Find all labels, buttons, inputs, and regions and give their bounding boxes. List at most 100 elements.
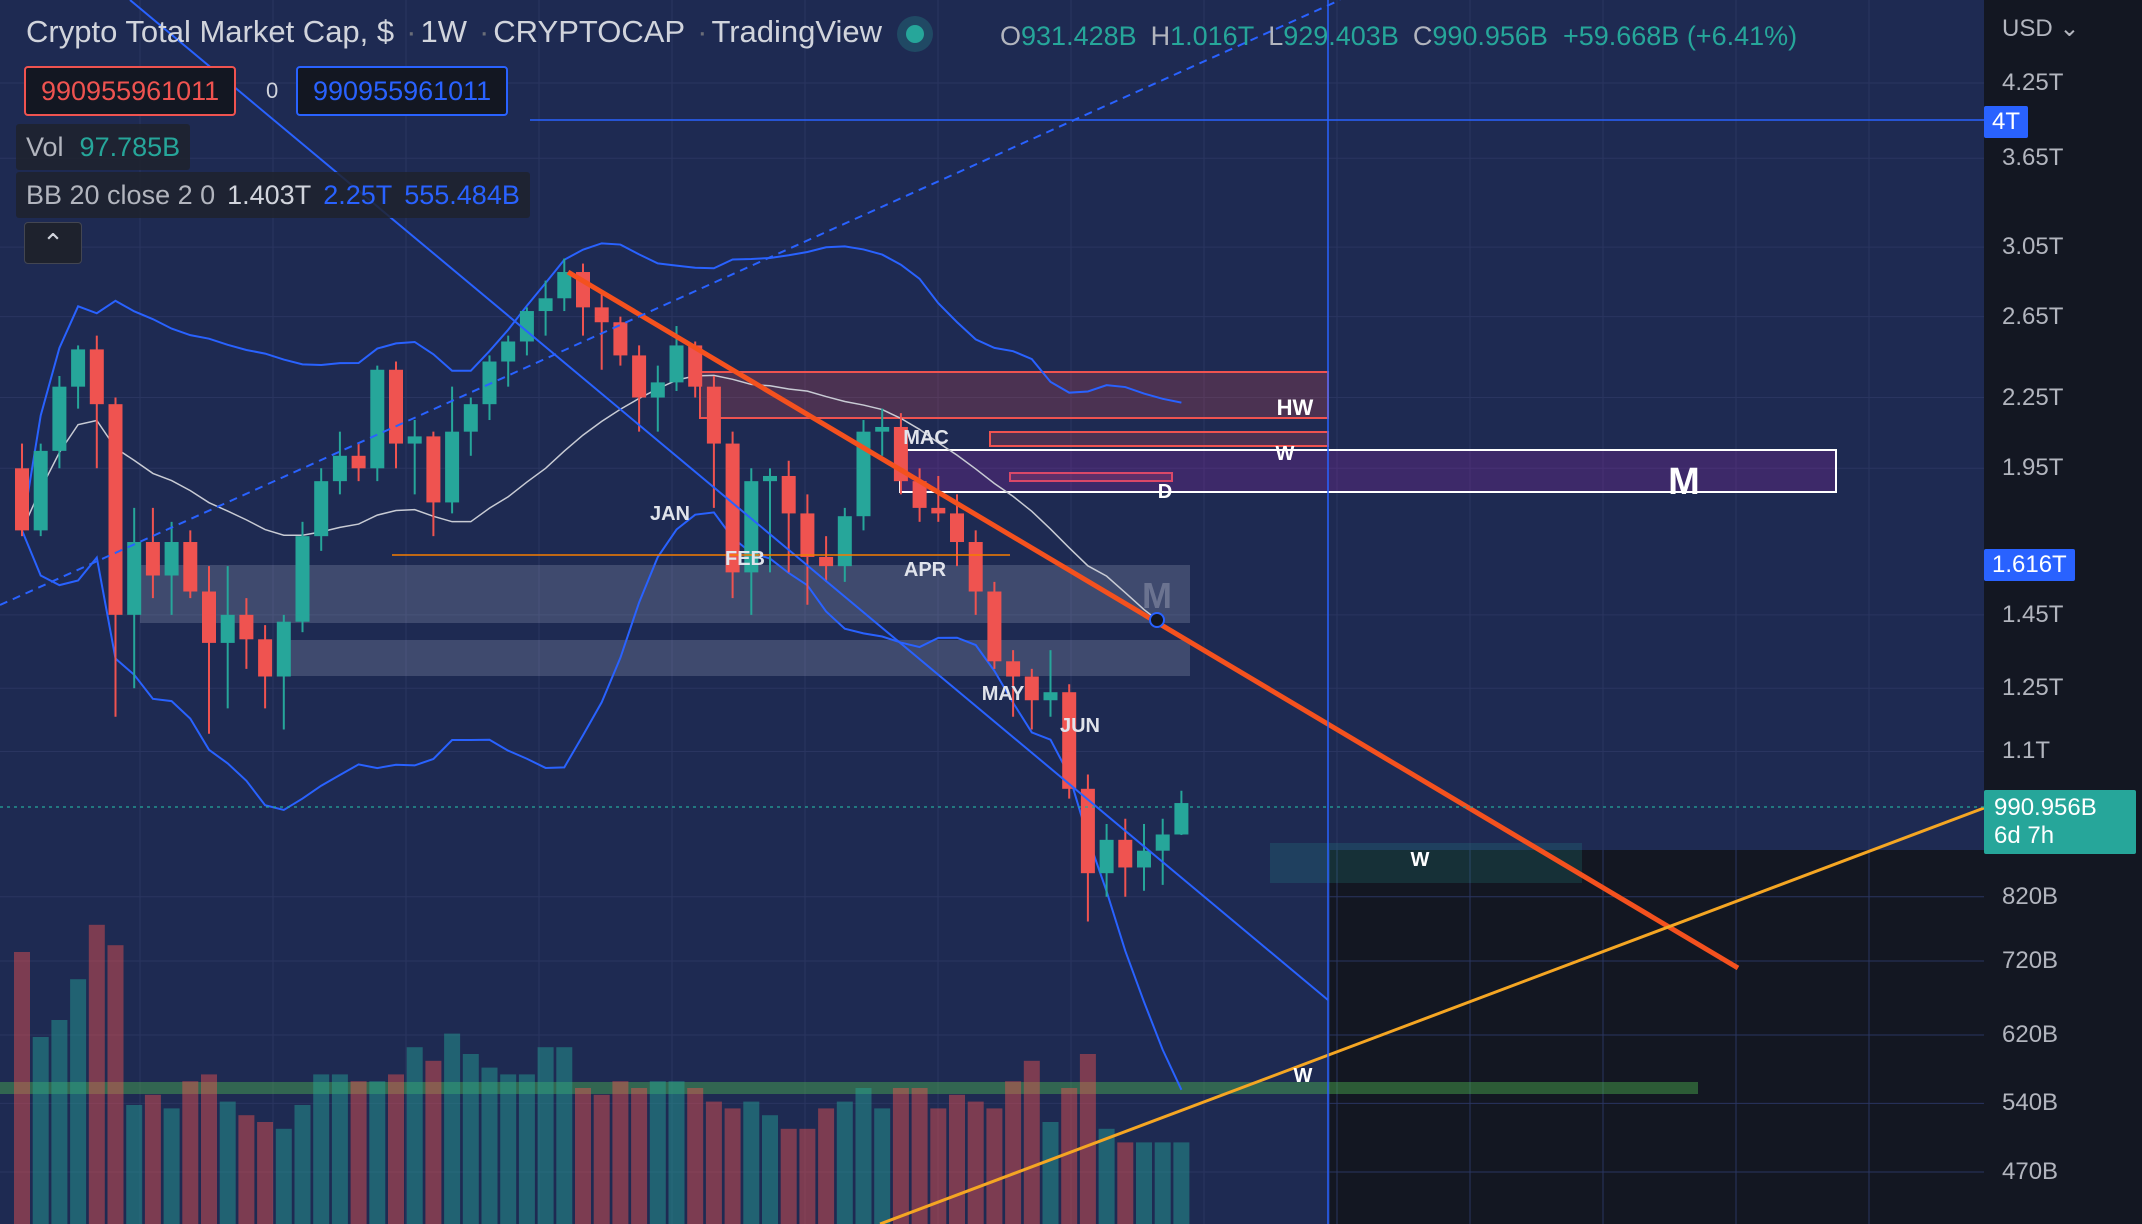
symbol-title[interactable]: Crypto Total Market Cap, $: [26, 14, 395, 49]
candle-body: [407, 436, 422, 444]
candle-body: [800, 513, 815, 557]
candle-body: [706, 386, 721, 444]
bollinger-bands: [21, 242, 1183, 1091]
volume-bar: [1136, 1142, 1152, 1224]
candle-body: [89, 349, 104, 405]
volume-bars: [14, 924, 1190, 1224]
price-tick-label: 1.95T: [2002, 454, 2064, 482]
bb-legend[interactable]: BB 20 close 2 0 1.403T 2.25T 555.484B: [16, 172, 530, 218]
candle-body: [314, 481, 329, 537]
candle-body: [239, 614, 254, 640]
volume-bar: [88, 924, 105, 1224]
currency-selector[interactable]: USD ⌄: [2002, 15, 2080, 42]
volume-bar: [500, 1074, 517, 1224]
volume-bar: [163, 1108, 180, 1224]
volume-bar: [219, 1101, 236, 1224]
price-tick-label: 1.1T: [2002, 737, 2051, 765]
trend-lines[interactable]: [0, 0, 1985, 1224]
candle-body: [1080, 788, 1095, 874]
candle-body: [968, 542, 983, 592]
dashed-channel-line: [0, 0, 1341, 606]
zone-annotations: [0, 371, 1837, 1094]
interval[interactable]: 1W: [420, 14, 467, 49]
candle-body: [351, 455, 366, 469]
zone-label: M: [1142, 575, 1172, 616]
zone-label: W: [1276, 443, 1295, 465]
price-tick-label: 540B: [2002, 1089, 2059, 1117]
volume-bar: [350, 1081, 367, 1224]
candle-body: [164, 542, 179, 576]
candlesticks[interactable]: [15, 258, 1189, 922]
candle-body: [501, 341, 516, 362]
candle-body: [258, 639, 273, 677]
channel-line: [129, 0, 1329, 1001]
candle-body: [71, 349, 86, 387]
candle-body: [1062, 692, 1077, 789]
month-label: MAC: [903, 427, 949, 449]
bb-upper-line: [21, 242, 1182, 531]
volume-bar: [518, 1074, 535, 1224]
candle-body: [1174, 803, 1189, 835]
candle-body: [1024, 676, 1039, 701]
candle-body: [987, 591, 1002, 662]
anchor-point: [1149, 612, 1165, 628]
change-value: +59.668B (+6.41%): [1562, 21, 1798, 51]
price-tick-label: 470B: [2002, 1158, 2059, 1185]
volume-bar: [331, 1074, 348, 1224]
volume-bar: [406, 1047, 423, 1224]
platform: TradingView: [711, 14, 883, 49]
volume-bar: [967, 1101, 984, 1224]
buy-button[interactable]: 990955961011: [296, 66, 509, 116]
volume-legend[interactable]: Vol 97.785B: [16, 124, 191, 170]
candle-body: [594, 307, 609, 323]
candle-body: [332, 455, 347, 482]
candle-body: [744, 481, 759, 573]
level-price-tag: 1.616T: [1984, 549, 2075, 581]
volume-bar: [70, 979, 87, 1224]
price-tick-label: 720B: [2002, 947, 2059, 975]
volume-bar: [1023, 1060, 1040, 1224]
volume-bar: [874, 1108, 891, 1224]
volume-bar: [537, 1047, 554, 1224]
volume-bar: [1154, 1142, 1171, 1224]
sell-button[interactable]: 990955961011: [24, 66, 237, 116]
chevron-up-icon[interactable]: ⌃: [24, 222, 82, 264]
month-label: JAN: [650, 503, 690, 525]
volume-bar: [631, 1088, 648, 1224]
candle-body: [276, 621, 291, 677]
volume-bar: [575, 1088, 591, 1224]
volume-bar: [724, 1108, 741, 1224]
candle-body: [1099, 839, 1114, 874]
candle-body: [295, 536, 310, 622]
volume-bar: [1042, 1122, 1059, 1224]
price-axis[interactable]: [1984, 0, 2142, 1224]
market-status-icon[interactable]: [906, 24, 925, 43]
volume-bar: [687, 1088, 704, 1224]
volume-bar: [1173, 1142, 1190, 1224]
candle-body: [856, 431, 871, 517]
volume-bar: [762, 1115, 778, 1224]
volume-bar: [238, 1115, 255, 1224]
chevron-down-icon: ⌄: [2059, 15, 2080, 42]
volume-bar: [818, 1108, 835, 1224]
volume-bar: [294, 1105, 311, 1224]
volume-bar: [313, 1074, 330, 1224]
candle-body: [183, 542, 198, 592]
volume-bar: [51, 1020, 68, 1224]
volume-bar: [705, 1101, 722, 1224]
candle-body: [819, 556, 834, 567]
volume-bar: [743, 1101, 760, 1224]
candle-body: [426, 436, 441, 503]
candle-body: [912, 481, 927, 508]
candle-body: [725, 443, 740, 573]
volume-bar: [1061, 1088, 1078, 1224]
support-zone-lower: [285, 640, 1190, 676]
price-tick-label: 1.45T: [2002, 600, 2064, 628]
candle-body: [538, 298, 553, 312]
volume-bar: [1098, 1128, 1115, 1224]
price-tick-label: 2.25T: [2002, 383, 2064, 411]
price-tick-label: 3.05T: [2002, 233, 2064, 261]
volume-bar: [593, 1094, 610, 1224]
hw-zone: [699, 371, 1329, 419]
